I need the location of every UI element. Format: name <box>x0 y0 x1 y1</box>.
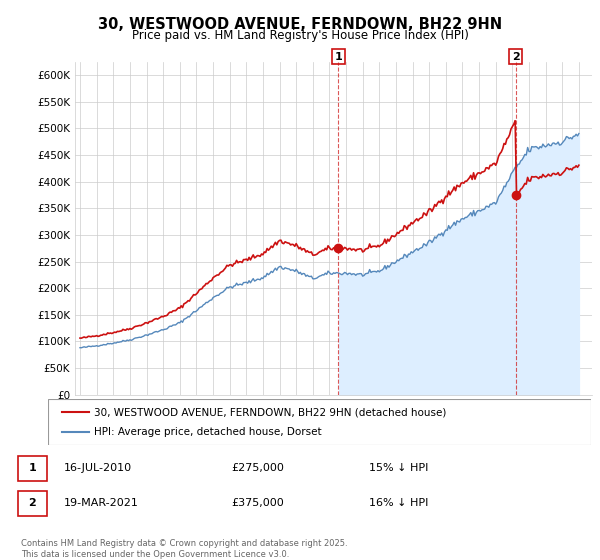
Text: 15% ↓ HPI: 15% ↓ HPI <box>369 463 428 473</box>
Text: 16-JUL-2010: 16-JUL-2010 <box>64 463 132 473</box>
Text: 30, WESTWOOD AVENUE, FERNDOWN, BH22 9HN (detached house): 30, WESTWOOD AVENUE, FERNDOWN, BH22 9HN … <box>94 407 446 417</box>
Text: 30, WESTWOOD AVENUE, FERNDOWN, BH22 9HN: 30, WESTWOOD AVENUE, FERNDOWN, BH22 9HN <box>98 17 502 32</box>
Text: 1: 1 <box>335 52 343 62</box>
Bar <box>18 456 47 481</box>
Bar <box>18 491 47 516</box>
Text: 19-MAR-2021: 19-MAR-2021 <box>64 498 139 508</box>
Text: £275,000: £275,000 <box>231 463 284 473</box>
Text: 2: 2 <box>512 52 520 62</box>
Text: HPI: Average price, detached house, Dorset: HPI: Average price, detached house, Dors… <box>94 427 322 437</box>
Text: 16% ↓ HPI: 16% ↓ HPI <box>369 498 428 508</box>
Text: Contains HM Land Registry data © Crown copyright and database right 2025.
This d: Contains HM Land Registry data © Crown c… <box>21 539 347 559</box>
Text: 1: 1 <box>28 463 36 473</box>
Text: £375,000: £375,000 <box>231 498 284 508</box>
Text: 2: 2 <box>28 498 36 508</box>
Text: Price paid vs. HM Land Registry's House Price Index (HPI): Price paid vs. HM Land Registry's House … <box>131 29 469 42</box>
